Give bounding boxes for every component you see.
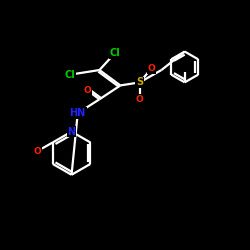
Text: HN: HN bbox=[70, 108, 86, 118]
Text: O: O bbox=[83, 86, 91, 94]
Text: S: S bbox=[136, 77, 143, 87]
Text: O: O bbox=[136, 95, 143, 104]
Text: Cl: Cl bbox=[110, 48, 120, 58]
Text: N: N bbox=[68, 127, 76, 137]
Text: O: O bbox=[148, 64, 155, 73]
Text: O: O bbox=[34, 147, 41, 156]
Text: Cl: Cl bbox=[64, 70, 76, 80]
